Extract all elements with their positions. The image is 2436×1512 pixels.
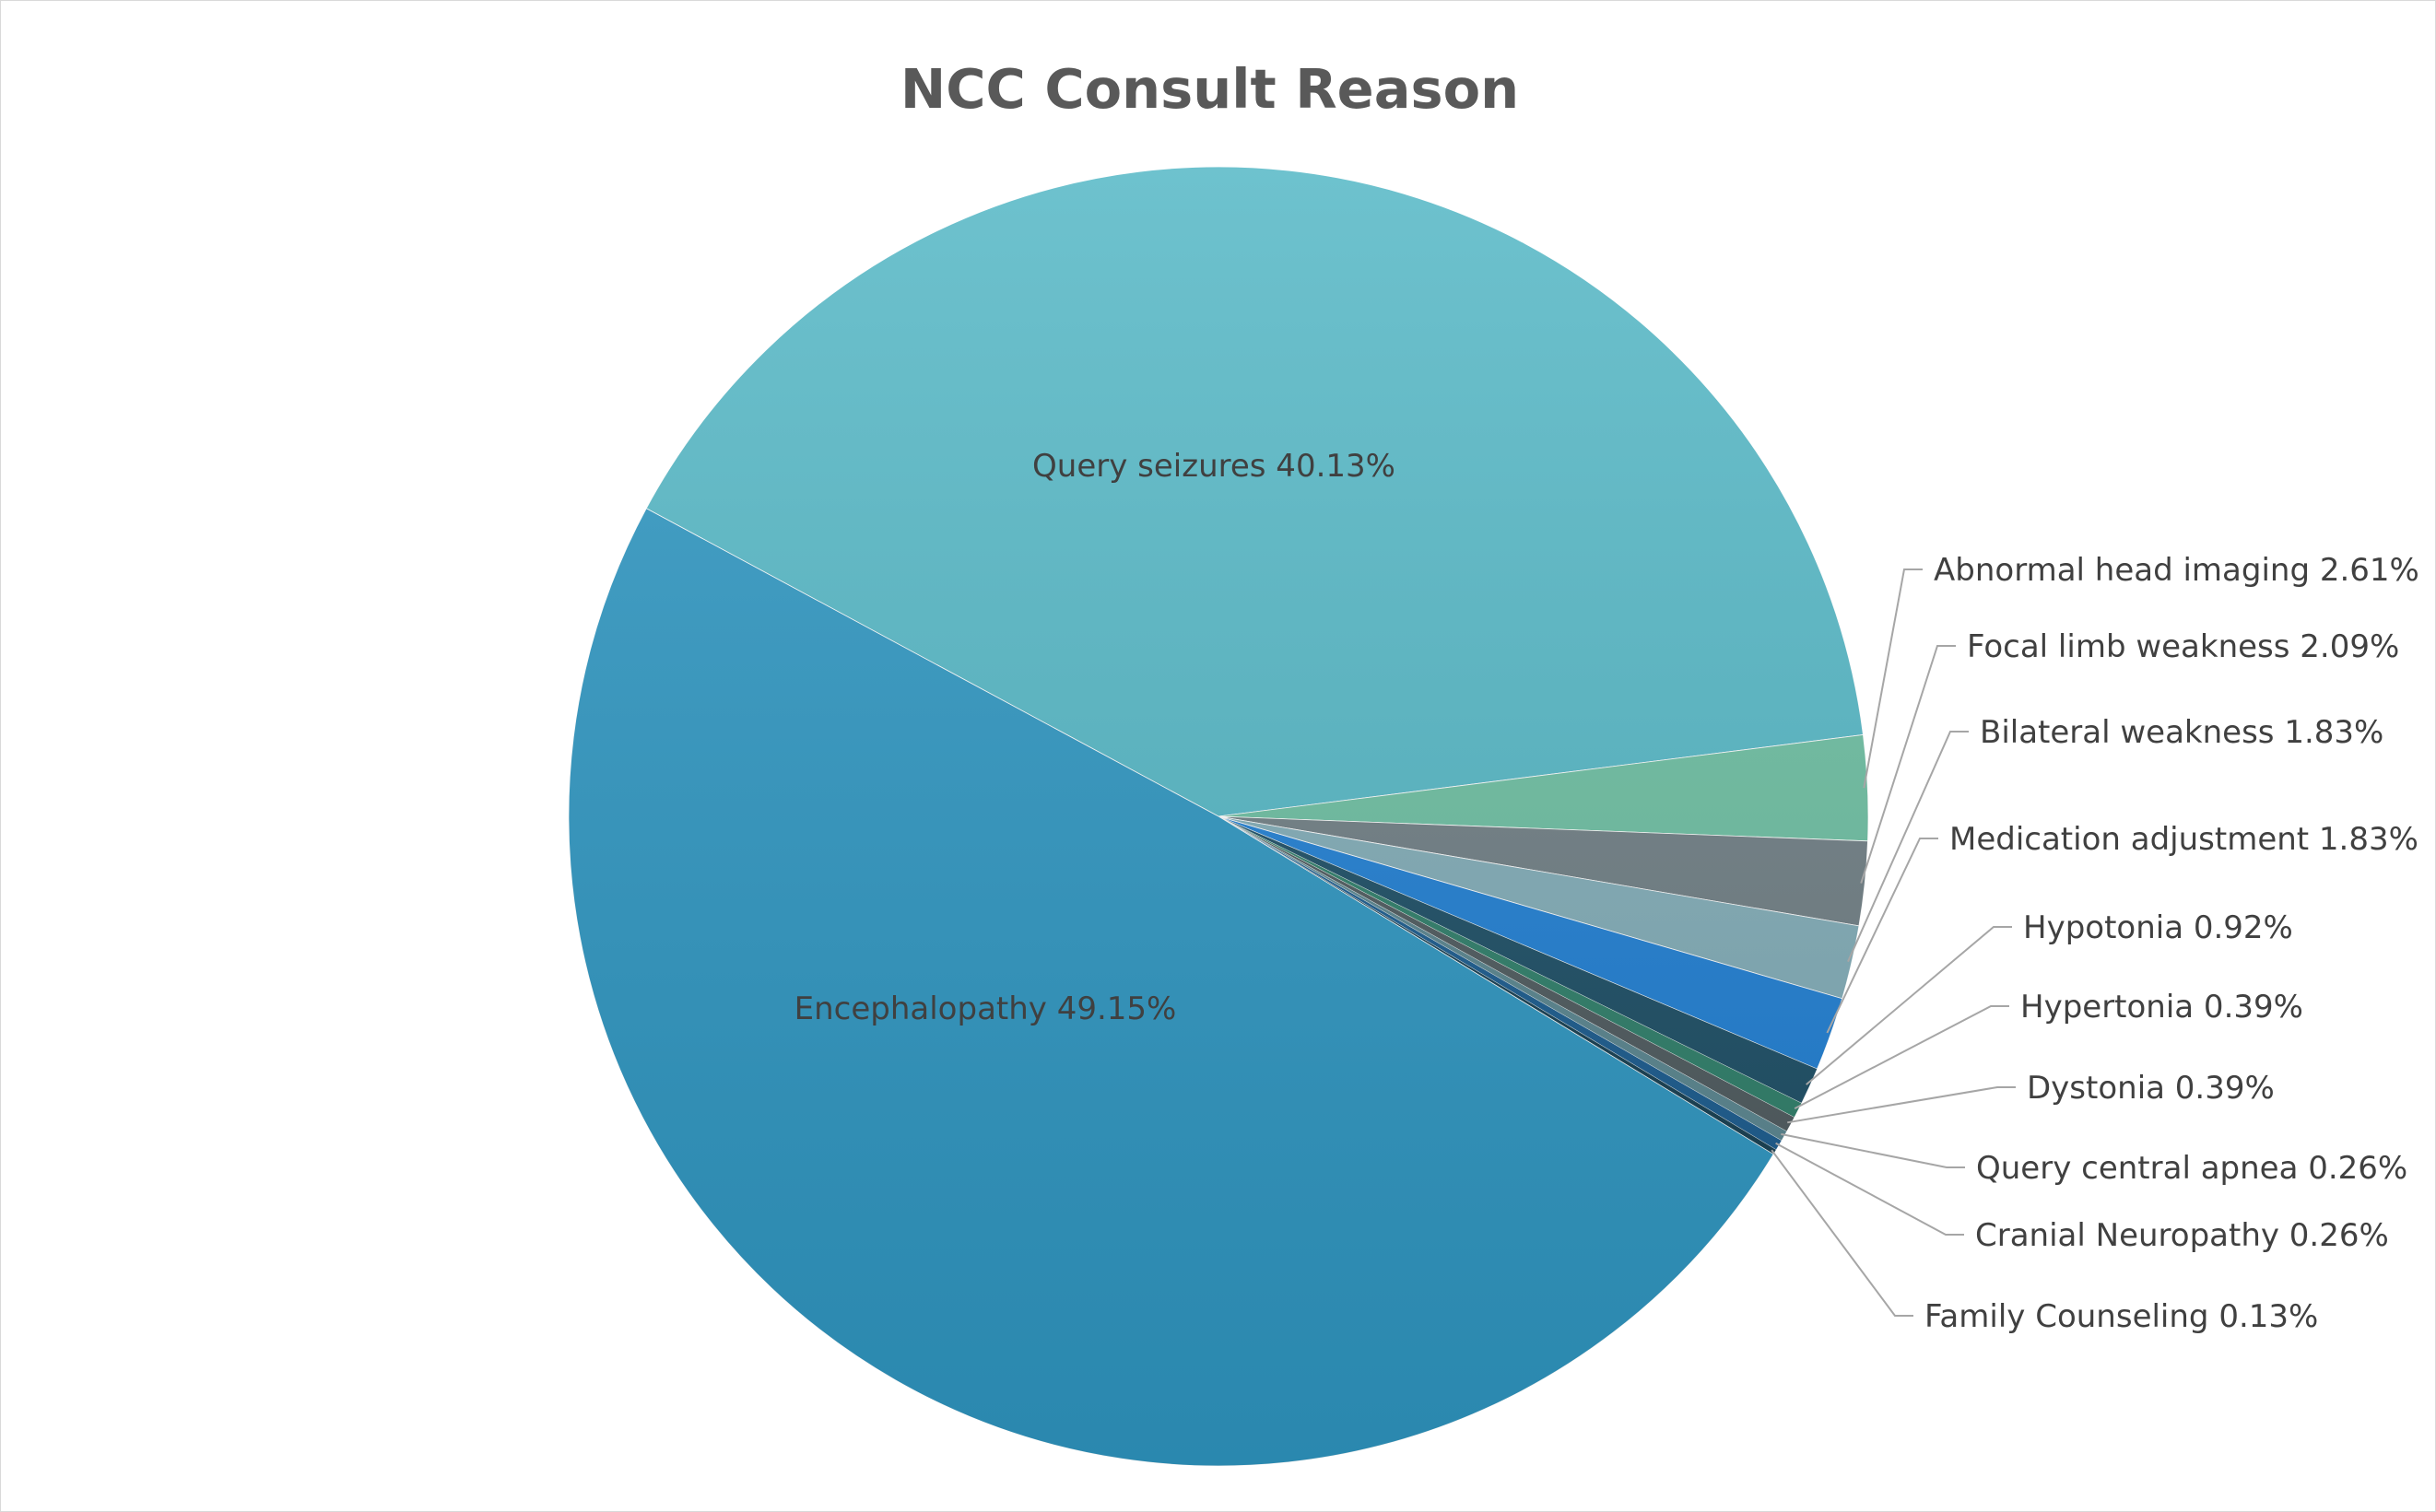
data-label-abnormal-head-imaging: Abnormal head imaging 2.61% [1934, 552, 2419, 589]
slice-labels: Query seizures 40.13% Abnormal head imagi… [794, 448, 2419, 1335]
leader-line-hypotonia [1806, 926, 2012, 1085]
leader-lines [1771, 568, 2016, 1317]
data-label-encephalopathy: Encephalopathy 49.15% [794, 990, 1177, 1027]
pie-slices [568, 166, 1869, 1467]
leader-line-medication-adjustment [1826, 838, 1938, 1034]
data-label-query-central-apnea: Query central apnea 0.26% [1976, 1150, 2407, 1187]
data-label-dystonia: Dystonia 0.39% [2027, 1070, 2275, 1107]
leader-line-query-central-apnea [1781, 1132, 1965, 1168]
leader-line-hypertonia [1794, 1005, 2009, 1109]
leader-line-bilateral-weakness [1847, 731, 1969, 963]
leader-line-family-counseling [1771, 1149, 1913, 1317]
data-label-query-seizures: Query seizures 40.13% [1032, 448, 1395, 485]
data-label-family-counseling: Family Counseling 0.13% [1924, 1298, 2318, 1335]
leader-line-dystonia [1787, 1086, 2016, 1124]
chart-title: NCC Consult Reason [900, 57, 1520, 121]
data-label-hypertonia: Hypertonia 0.39% [2020, 989, 2303, 1026]
leader-line-cranial-neuropathy [1775, 1142, 1964, 1236]
data-label-hypotonia: Hypotonia 0.92% [2023, 909, 2293, 946]
leader-line-abnormal-head-imaging [1863, 568, 1923, 789]
data-label-medication-adjustment: Medication adjustment 1.83% [1949, 821, 2418, 858]
data-label-focal-limb-weakness: Focal limb weakness 2.09% [1967, 628, 2399, 665]
data-label-cranial-neuropathy: Cranial Neuropathy 0.26% [1975, 1217, 2389, 1254]
leader-line-focal-limb-weakness [1860, 645, 1956, 884]
data-label-bilateral-weakness: Bilateral weakness 1.83% [1980, 714, 2383, 751]
